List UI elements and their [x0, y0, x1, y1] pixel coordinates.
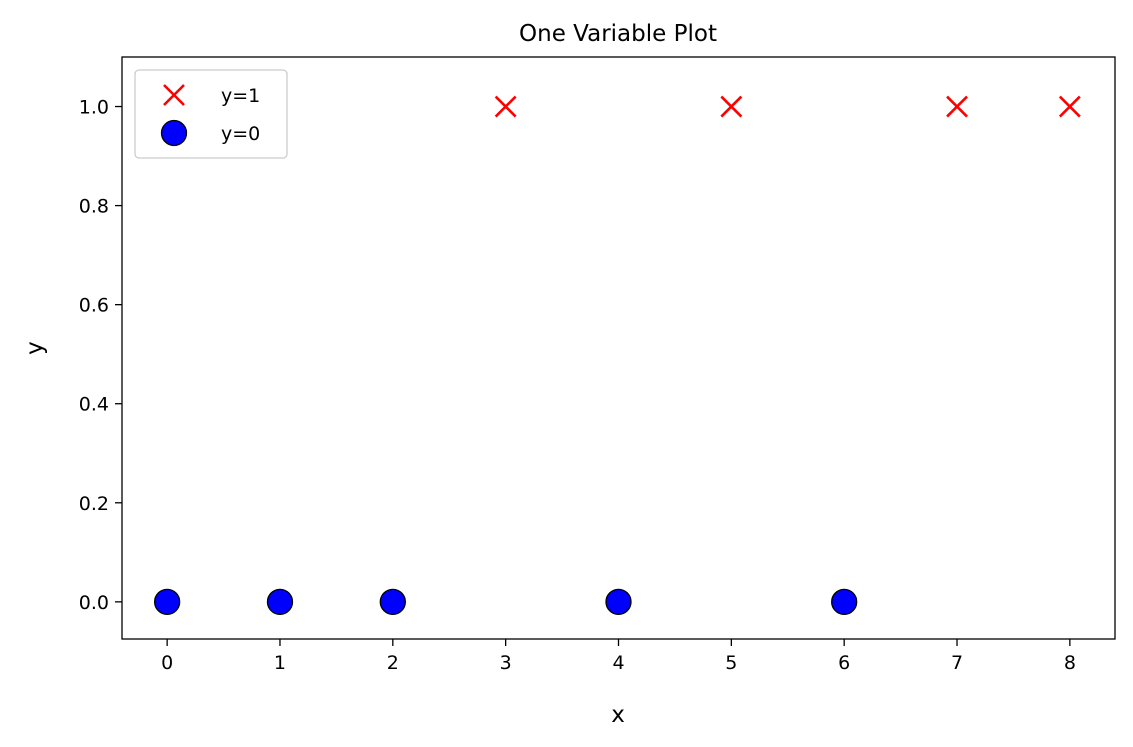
x-tick-label: 3 [500, 652, 512, 674]
x-tick-label: 5 [725, 652, 737, 674]
data-point-y1 [1058, 95, 1081, 118]
data-point-y0 [831, 588, 858, 616]
legend-label: y=1 [221, 85, 260, 107]
x-tick-label: 0 [161, 652, 173, 674]
data-point-y0 [153, 588, 181, 616]
legend-circle-marker-icon [160, 119, 188, 147]
tick-layer: 0 1 2 3 4 5 6 7 8 0.0 0.2 0.4 0.6 0.8 1.0 [79, 97, 1076, 674]
x-tick-label: 6 [838, 652, 850, 674]
data-point-y1 [946, 95, 968, 118]
legend-box [134, 69, 288, 159]
y-tick-label: 0.8 [79, 196, 109, 218]
x-tick-label: 4 [612, 652, 624, 674]
data-point-y0 [266, 588, 294, 616]
plot-frame [121, 56, 1116, 640]
legend-entry-y0: y=0 [160, 119, 260, 147]
legend: y=1 y=0 [134, 69, 288, 159]
chart-title: One Variable Plot [519, 21, 717, 47]
legend-marker [163, 84, 185, 106]
data-point-y1 [494, 95, 517, 118]
x-tick-label: 8 [1064, 652, 1076, 674]
y-tick-label: 1.0 [79, 97, 109, 119]
y-tick-label: 0.6 [79, 295, 109, 317]
x-tick-label: 7 [951, 652, 963, 674]
x-axis-label: x [611, 702, 625, 728]
legend-entry-y1: y=1 [163, 84, 260, 107]
y-tick-label: 0.0 [79, 592, 109, 614]
legend-x-marker-icon [163, 84, 185, 106]
legend-marker [160, 119, 188, 147]
x-tick-label: 2 [387, 652, 399, 674]
marks-layer [153, 95, 1081, 616]
data-point-y1 [720, 95, 743, 118]
y-tick-label: 0.2 [79, 493, 109, 515]
legend-label: y=0 [221, 123, 260, 145]
data-point-y0 [605, 588, 632, 616]
x-tick-label: 1 [274, 652, 286, 674]
y-axis-label: y [22, 341, 48, 355]
y-tick-label: 0.4 [79, 394, 109, 416]
data-point-y0 [379, 588, 406, 616]
